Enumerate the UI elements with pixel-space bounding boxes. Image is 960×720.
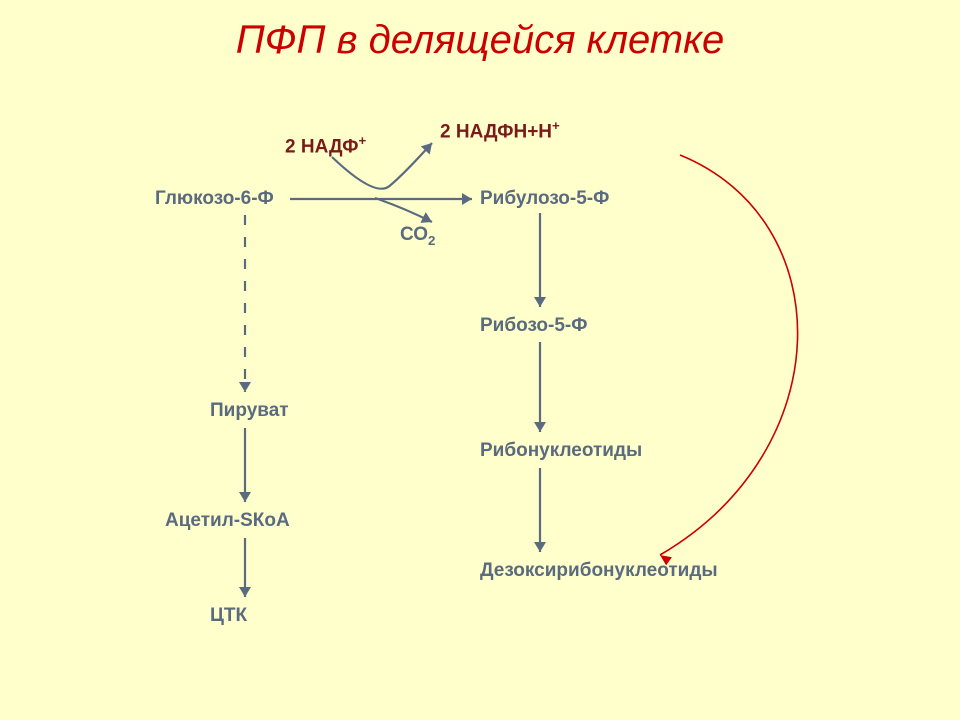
- node-co2: СО2: [400, 224, 435, 248]
- node-nadph-h: 2 НАДФН+Н+: [440, 118, 560, 143]
- node-nadp-plus: 2 НАДФ+: [285, 133, 366, 158]
- node-pyruvate: Пируват: [210, 400, 289, 422]
- node-deoxyribonucleotides: Дезоксирибонуклеотиды: [480, 560, 718, 582]
- node-tca-cycle: ЦТК: [210, 605, 247, 627]
- curve-nadph-to-deoxy: [660, 155, 798, 555]
- node-ribose-5-phosphate: Рибозо-5-Ф: [480, 315, 587, 337]
- node-ribulose-5-phosphate: Рибулозо-5-Ф: [480, 188, 609, 210]
- arrows-overlay: [0, 0, 960, 720]
- curve-to-co2: [375, 198, 432, 222]
- diagram-title: ПФП в делящейся клетке: [0, 18, 960, 63]
- node-glucose-6-phosphate: Глюкозо-6-Ф: [155, 188, 274, 210]
- diagram-canvas: ПФП в делящейся клетке Глюкозо-6-Ф 2 НАД…: [0, 0, 960, 720]
- node-ribonucleotides: Рибонуклеотиды: [480, 440, 642, 462]
- node-acetyl-scoa: Ацетил-SКоА: [165, 510, 290, 532]
